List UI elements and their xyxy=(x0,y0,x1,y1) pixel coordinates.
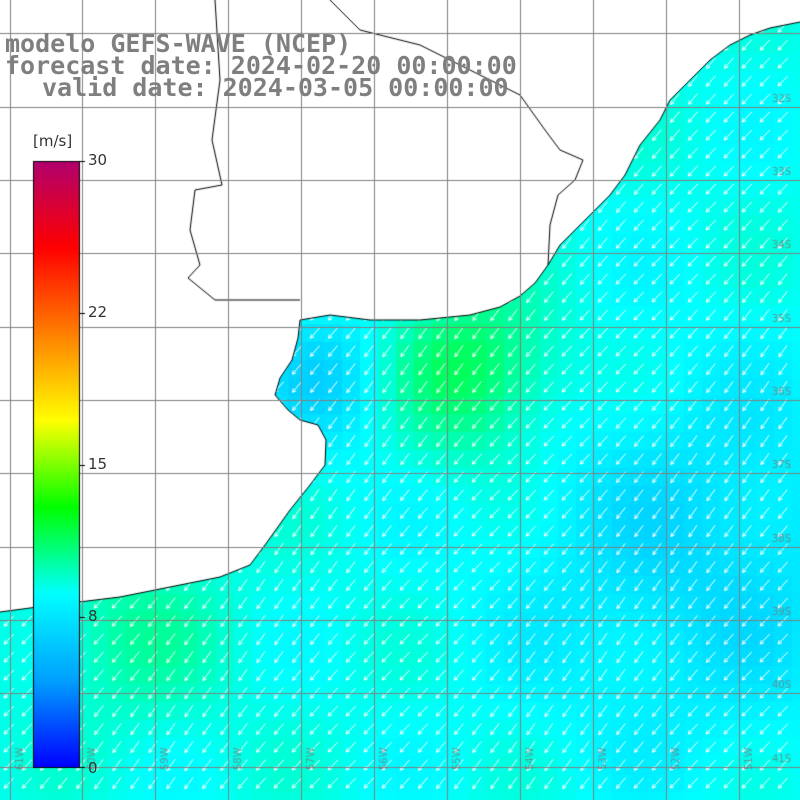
legend-tick-22: 22 xyxy=(88,303,108,321)
legend-unit: [m/s] xyxy=(33,132,73,150)
model-title: modelo GEFS-WAVE (NCEP) xyxy=(5,29,352,58)
forecast-date: forecast date: 2024-02-20 00:00:00 xyxy=(5,51,517,80)
valid-date: valid date: 2024-03-05 00:00:00 xyxy=(42,73,509,102)
legend-tick-15: 15 xyxy=(88,455,108,473)
legend-tick-8: 8 xyxy=(88,607,98,625)
legend-tick-0: 0 xyxy=(88,759,98,777)
legend-tick-30: 30 xyxy=(88,151,108,169)
